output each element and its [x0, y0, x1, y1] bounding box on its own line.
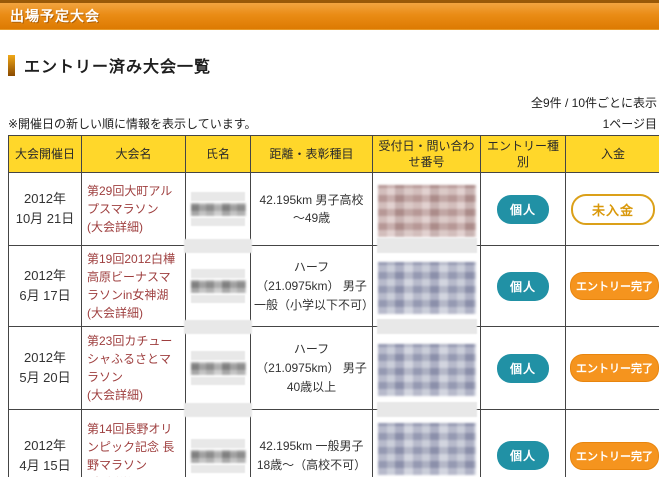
result-count: 全9件 / 10件ごとに表示	[530, 96, 657, 110]
entry-type-badge: 個人	[496, 441, 549, 471]
receipt-info-cell	[372, 245, 481, 335]
event-date: 2012年 4月 15日	[8, 409, 82, 477]
event-detail-link[interactable]: (大会詳細)	[87, 474, 143, 477]
runner-name-cell	[184, 326, 252, 418]
entry-type-cell: 個人	[480, 326, 566, 411]
redaction-strip	[184, 320, 252, 335]
event-detail-link[interactable]: (大会詳細)	[87, 306, 143, 321]
payment-cell: エントリー完了	[565, 245, 659, 328]
entry-type-badge: 個人	[496, 353, 549, 383]
table-row: 2012年 6月 17日 第19回2012白樺高原ビーナスマラソンin女神湖 (…	[8, 245, 659, 335]
distance-category: 42.195km 一般男子 18歳～（高校不可）	[250, 409, 376, 477]
event-name-link[interactable]: 第14回長野オリンピック記念 長野マラソン	[87, 421, 175, 472]
redacted-receipt-info	[377, 261, 476, 314]
runner-name-cell	[184, 245, 252, 335]
event-name-link[interactable]: 第23回カチューシャふるさとマラソン	[87, 334, 173, 385]
page-header-banner: 出場予定大会	[0, 0, 659, 30]
header-receipt: 受付日・問い合わせ番号	[372, 135, 481, 174]
redacted-name	[190, 351, 246, 386]
runner-name-cell	[185, 409, 251, 477]
event-date: 2012年 5月 20日	[8, 326, 82, 411]
payment-cell: エントリー完了	[565, 409, 659, 477]
redacted-name	[190, 438, 246, 473]
event-name-link[interactable]: 第19回2012白樺高原ビーナスマラソンin女神湖	[87, 252, 176, 303]
table-row: 2012年 5月 20日 第23回カチューシャふるさとマラソン (大会詳細) ハ…	[8, 326, 659, 418]
redaction-strip	[376, 238, 477, 254]
heading-accent-bar	[8, 54, 15, 76]
receipt-info-cell	[372, 409, 481, 477]
event-name-cell: 第23回カチューシャふるさとマラソン (大会詳細)	[81, 326, 186, 411]
entry-type-badge: 個人	[496, 194, 549, 224]
sort-note: ※開催日の新しい順に情報を表示しています。	[8, 117, 257, 131]
distance-category: ハーフ（21.0975km） 男子40歳以上	[250, 326, 373, 411]
header-payment: 入金	[565, 135, 659, 174]
distance-category: 42.195km 男子高校～49歳	[250, 172, 373, 247]
header-entry-type: エントリー種別	[480, 135, 566, 174]
redaction-strip	[376, 402, 477, 418]
receipt-info-cell	[372, 326, 481, 418]
event-name-link[interactable]: 第29回大町アルプスマラソン	[87, 184, 173, 217]
redaction-strip	[184, 403, 252, 418]
header-event-date: 大会開催日	[8, 135, 82, 174]
redacted-name	[190, 269, 246, 304]
event-date: 2012年 6月 17日	[8, 245, 82, 328]
entry-type-cell: 個人	[480, 409, 566, 477]
event-name-cell: 第19回2012白樺高原ビーナスマラソンin女神湖 (大会詳細)	[81, 245, 186, 328]
payment-cell: 未入金	[565, 172, 659, 247]
runner-name-cell	[184, 172, 252, 254]
event-name-cell: 第29回大町アルプスマラソン (大会詳細)	[81, 172, 186, 247]
event-detail-link[interactable]: (大会詳細)	[87, 388, 143, 403]
entry-type-cell: 個人	[480, 172, 566, 247]
redacted-receipt-info	[377, 422, 476, 475]
redacted-receipt-info	[377, 343, 476, 396]
redacted-receipt-info	[377, 184, 476, 237]
redaction-strip	[376, 319, 477, 335]
table-row: 2012年 4月 15日 第14回長野オリンピック記念 長野マラソン (大会詳細…	[8, 409, 659, 477]
table-header-row: 大会開催日 大会名 氏名 距離・表彰種目 受付日・問い合わせ番号 エントリー種別…	[8, 135, 659, 174]
section-heading: エントリー済み大会一覧	[8, 53, 659, 77]
header-event-name: 大会名	[81, 135, 186, 174]
header-distance: 距離・表彰種目	[250, 135, 373, 174]
payment-complete-button[interactable]: エントリー完了	[570, 441, 659, 470]
entry-type-cell: 個人	[480, 245, 566, 328]
entries-table: 大会開催日 大会名 氏名 距離・表彰種目 受付日・問い合わせ番号 エントリー種別…	[8, 135, 659, 477]
payment-unpaid-button[interactable]: 未入金	[570, 193, 655, 225]
distance-category: ハーフ（21.0975km） 男子一般（小学以下不可）	[250, 245, 374, 328]
entry-type-badge: 個人	[496, 271, 549, 301]
event-detail-link[interactable]: (大会詳細)	[87, 220, 143, 235]
header-name: 氏名	[185, 135, 251, 174]
payment-complete-button[interactable]: エントリー完了	[570, 272, 659, 301]
section-title: エントリー済み大会一覧	[24, 59, 212, 76]
page-title: 出場予定大会	[10, 8, 100, 24]
entries-table-wrap: 大会開催日 大会名 氏名 距離・表彰種目 受付日・問い合わせ番号 エントリー種別…	[8, 135, 659, 477]
page-indicator: 1ページ目	[602, 117, 657, 131]
receipt-info-cell	[372, 172, 481, 254]
payment-complete-button[interactable]: エントリー完了	[570, 354, 659, 383]
redacted-name	[190, 192, 246, 227]
table-row: 2012年 10月 21日 第29回大町アルプスマラソン (大会詳細) 42.1…	[8, 172, 659, 254]
event-date: 2012年 10月 21日	[8, 172, 82, 247]
event-name-cell: 第14回長野オリンピック記念 長野マラソン (大会詳細)	[81, 409, 186, 477]
redaction-strip	[184, 239, 252, 254]
payment-cell: エントリー完了	[565, 326, 659, 411]
